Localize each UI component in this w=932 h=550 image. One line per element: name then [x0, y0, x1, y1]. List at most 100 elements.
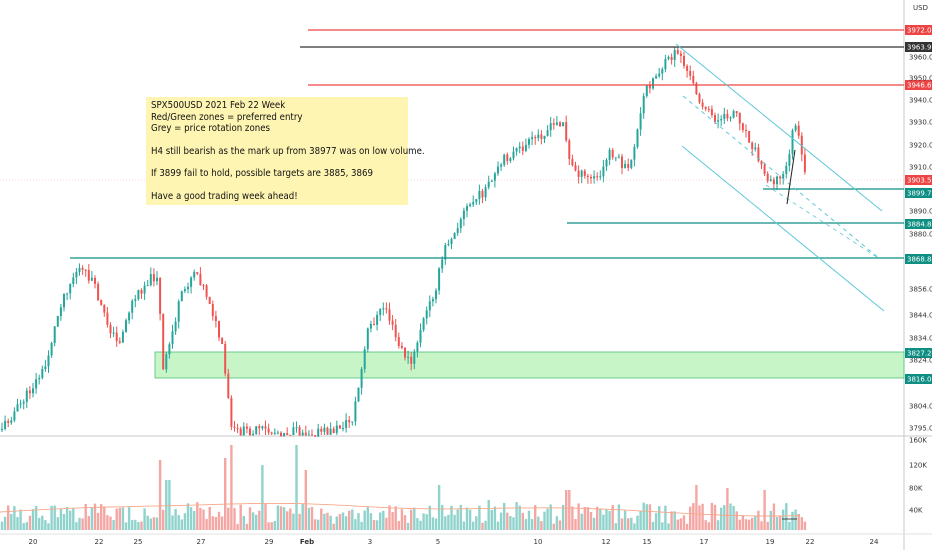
candle-body[interactable] [521, 146, 524, 151]
candle-body[interactable] [190, 277, 193, 287]
candle-body[interactable] [252, 433, 255, 436]
candle-body[interactable] [779, 176, 782, 179]
candle-body[interactable] [493, 173, 496, 181]
candle-body[interactable] [32, 388, 34, 394]
drawn-trend-line[interactable] [786, 149, 796, 205]
channel-upper-line[interactable] [675, 43, 883, 212]
candle-body[interactable] [199, 273, 202, 286]
candle-body[interactable] [258, 426, 261, 429]
candle-body[interactable] [115, 332, 118, 342]
candle-body[interactable] [624, 163, 627, 168]
candle-body[interactable] [90, 277, 93, 281]
candle-body[interactable] [156, 277, 158, 282]
candle-body[interactable] [782, 173, 785, 179]
candle-body[interactable] [267, 428, 270, 433]
candle-body[interactable] [562, 122, 565, 127]
candle-body[interactable] [242, 426, 245, 436]
candle-body[interactable] [435, 290, 437, 300]
candle-body[interactable] [162, 313, 165, 370]
candle-body[interactable] [648, 85, 651, 89]
candle-body[interactable] [106, 312, 109, 325]
candle-body[interactable] [363, 349, 366, 370]
candle-body[interactable] [261, 426, 264, 429]
candle-body[interactable] [763, 164, 766, 174]
candle-body[interactable] [673, 50, 676, 60]
candle-body[interactable] [794, 125, 797, 131]
candle-body[interactable] [280, 432, 282, 437]
candle-body[interactable] [630, 159, 633, 168]
candle-body[interactable] [236, 427, 239, 429]
candle-body[interactable] [22, 401, 25, 404]
candle-body[interactable] [227, 373, 230, 398]
candle-body[interactable] [469, 204, 472, 207]
candle-body[interactable] [180, 291, 183, 302]
candle-body[interactable] [357, 387, 360, 402]
candle-body[interactable] [447, 243, 450, 245]
candle-body[interactable] [599, 176, 602, 178]
candle-body[interactable] [704, 106, 707, 109]
candle-body[interactable] [614, 157, 617, 159]
candle-body[interactable] [791, 130, 794, 155]
candle-body[interactable] [128, 312, 131, 321]
candle-body[interactable] [41, 369, 44, 378]
candle-body[interactable] [555, 122, 558, 125]
candle-body[interactable] [13, 411, 16, 421]
candle-body[interactable] [574, 165, 577, 171]
candle-body[interactable] [379, 308, 382, 315]
candle-body[interactable] [512, 151, 515, 159]
candle-body[interactable] [103, 304, 106, 313]
candle-body[interactable] [431, 299, 434, 302]
candle-body[interactable] [621, 156, 623, 168]
candle-body[interactable] [35, 379, 38, 389]
candle-body[interactable] [366, 328, 369, 350]
candle-body[interactable] [332, 428, 335, 433]
candle-body[interactable] [642, 96, 645, 114]
candle-body[interactable] [568, 140, 571, 159]
candle-body[interactable] [741, 123, 744, 131]
candle-body[interactable] [707, 108, 710, 110]
candle-body[interactable] [602, 166, 605, 177]
candle-body[interactable] [298, 427, 301, 436]
candle-body[interactable] [53, 326, 56, 344]
candle-body[interactable] [754, 147, 757, 150]
candle-body[interactable] [462, 210, 465, 220]
candle-body[interactable] [78, 267, 81, 272]
candle-body[interactable] [661, 69, 664, 74]
candle-body[interactable] [515, 148, 518, 152]
candle-body[interactable] [425, 310, 428, 319]
candle-body[interactable] [270, 432, 273, 434]
candle-body[interactable] [329, 428, 332, 435]
candle-body[interactable] [38, 377, 41, 380]
candle-body[interactable] [627, 163, 630, 168]
candle-body[interactable] [509, 158, 512, 161]
candle-body[interactable] [63, 293, 65, 308]
candle-body[interactable] [438, 268, 441, 291]
candle-body[interactable] [757, 147, 760, 162]
candle-body[interactable] [407, 356, 410, 358]
candle-body[interactable] [500, 164, 503, 167]
candle-body[interactable] [723, 113, 726, 120]
candle-body[interactable] [717, 120, 720, 122]
candle-body[interactable] [373, 323, 375, 325]
candle-body[interactable] [121, 331, 124, 343]
candle-body[interactable] [766, 173, 769, 182]
candle-body[interactable] [484, 187, 487, 198]
candle-body[interactable] [571, 158, 574, 166]
candle-body[interactable] [320, 428, 323, 432]
candle-body[interactable] [593, 176, 596, 179]
candle-body[interactable] [351, 421, 354, 423]
candle-body[interactable] [745, 130, 747, 132]
candle-body[interactable] [803, 154, 806, 172]
candle-body[interactable] [636, 129, 639, 147]
candle-body[interactable] [69, 283, 72, 294]
candle-body[interactable] [360, 369, 363, 388]
candle-body[interactable] [301, 432, 304, 436]
candle-body[interactable] [112, 332, 115, 334]
candle-body[interactable] [769, 179, 772, 182]
candle-body[interactable] [580, 170, 583, 177]
candle-body[interactable] [596, 176, 599, 178]
candle-body[interactable] [490, 180, 493, 182]
candle-body[interactable] [245, 426, 248, 429]
candle-body[interactable] [760, 161, 763, 165]
candle-body[interactable] [679, 53, 682, 56]
